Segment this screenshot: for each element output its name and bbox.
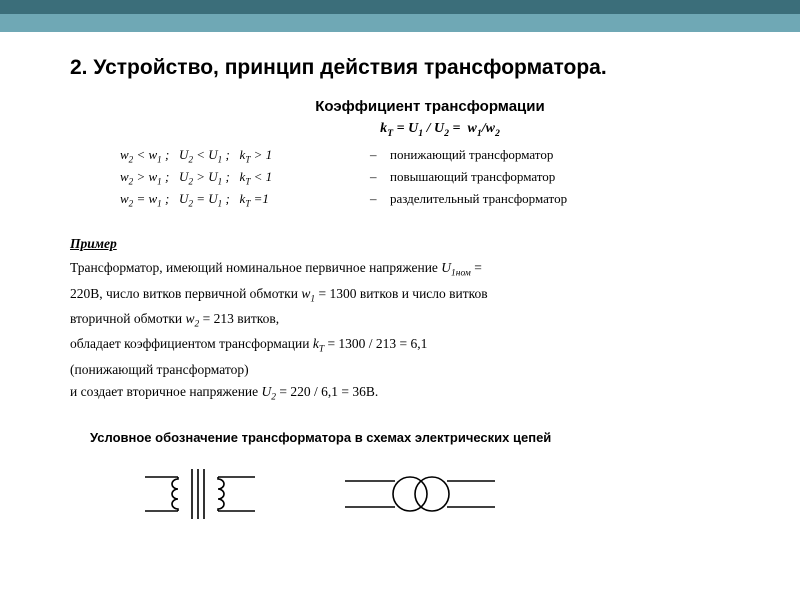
- stripe-light: [0, 14, 800, 32]
- condition-row: w2 < w1 ; U2 < U1 ; kT > 1 – понижающий …: [120, 145, 750, 167]
- condition-desc: повышающий трансформатор: [390, 167, 555, 188]
- header-stripes: [0, 0, 800, 32]
- t: обладает коэффициентом трансформации: [70, 336, 313, 351]
- t: = 213 витков,: [199, 311, 279, 326]
- slide-content: 2. Устройство, принцип действия трансфор…: [70, 56, 750, 529]
- t: и создает вторичное напряжение: [70, 384, 262, 399]
- condition-lhs: w2 < w1 ; U2 < U1 ; kT > 1: [120, 145, 370, 167]
- t: = 1300 витков и число витков: [315, 286, 488, 301]
- example-label: Пример: [70, 233, 750, 255]
- stripe-dark: [0, 0, 800, 14]
- dash: –: [370, 145, 390, 166]
- condition-row: w2 > w1 ; U2 > U1 ; kT < 1 – повышающий …: [120, 167, 750, 189]
- condition-desc: разделительный трансформатор: [390, 189, 567, 210]
- condition-row: w2 = w1 ; U2 = U1 ; kT =1 – разделительн…: [120, 189, 750, 211]
- symbol-title: Условное обозначение трансформатора в сх…: [90, 430, 750, 445]
- condition-lhs: w2 = w1 ; U2 = U1 ; kT =1: [120, 189, 370, 211]
- t: Трансформатор, имеющий номинальное перви…: [70, 260, 441, 275]
- main-formula: kT = U1 / U2 = w1/w2: [130, 121, 750, 139]
- transformer-symbol-1: [140, 459, 270, 529]
- t: = 1300 / 213 = 6,1: [324, 336, 427, 351]
- example-block: Пример Трансформатор, имеющий номинально…: [70, 233, 750, 406]
- example-text: Трансформатор, имеющий номинальное перви…: [70, 257, 750, 406]
- t: = 220 / 6,1 = 36В.: [276, 384, 378, 399]
- coeff-heading: Коэффициент трансформации: [110, 98, 750, 115]
- condition-desc: понижающий трансформатор: [390, 145, 553, 166]
- transformer-symbol-2: [340, 459, 500, 529]
- t: =: [471, 260, 482, 275]
- t: вторичной обмотки: [70, 311, 186, 326]
- dash: –: [370, 189, 390, 210]
- t: (понижающий трансформатор): [70, 359, 750, 381]
- section-title: 2. Устройство, принцип действия трансфор…: [70, 56, 750, 80]
- conditions-block: w2 < w1 ; U2 < U1 ; kT > 1 – понижающий …: [120, 145, 750, 211]
- condition-lhs: w2 > w1 ; U2 > U1 ; kT < 1: [120, 167, 370, 189]
- dash: –: [370, 167, 390, 188]
- t: 220В, число витков первичной обмотки: [70, 286, 301, 301]
- transformer-symbols: [140, 459, 750, 529]
